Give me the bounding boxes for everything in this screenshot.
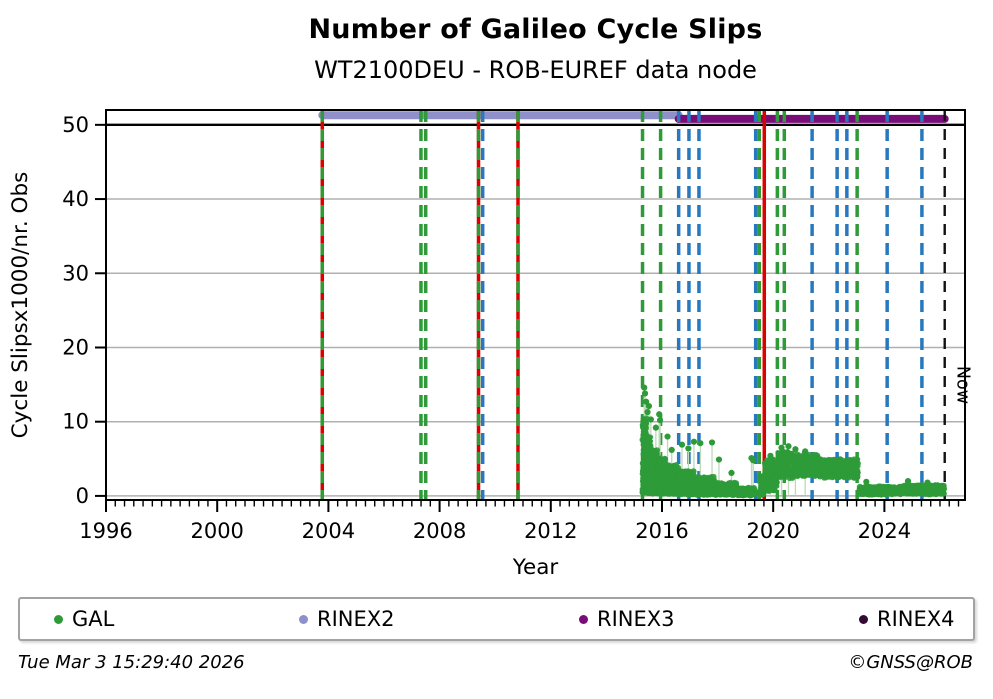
legend-label-rinex3: RINEX3 <box>597 607 675 631</box>
y-axis-label: Cycle Slipsx1000/nr. Obs <box>8 172 33 439</box>
legend: GAL RINEX2 RINEX3 RINEX4 <box>18 597 975 641</box>
plot-border <box>105 109 966 501</box>
gal-scatter-points <box>639 384 947 499</box>
x-axis-label: Year <box>512 555 559 580</box>
rinex3-dot-icon <box>579 614 588 624</box>
gridlines <box>106 198 965 497</box>
now-label: Now <box>953 366 973 404</box>
legend-item-gal: GAL <box>54 599 114 639</box>
legend-label-rinex2: RINEX2 <box>317 607 395 631</box>
x-axis-ticks <box>105 501 960 512</box>
legend-item-rinex2: RINEX2 <box>299 599 395 639</box>
green-event-lines <box>320 110 859 500</box>
rinex-bars <box>318 111 949 123</box>
legend-label-gal: GAL <box>72 607 115 631</box>
page-title: Number of Galileo Cycle Slips <box>308 14 763 45</box>
rinex2-dot-icon <box>299 614 308 624</box>
gal-dot-icon <box>54 614 63 624</box>
plot-timestamp: Tue Mar 3 15:29:40 2026 <box>18 652 245 673</box>
copyright-credit: ©GNSS@ROB <box>848 652 973 673</box>
y-axis-ticks <box>95 123 106 497</box>
rinex4-dot-icon <box>859 614 868 624</box>
legend-item-rinex3: RINEX3 <box>579 599 675 639</box>
legend-label-rinex4: RINEX4 <box>877 607 955 631</box>
x-tick-labels: 1996 2000 2004 2008 2012 2016 2020 2024 <box>79 519 911 543</box>
blue-event-lines <box>480 110 924 500</box>
legend-item-rinex4: RINEX4 <box>859 599 955 639</box>
page-subtitle: WT2100DEU - ROB-EUREF data node <box>314 56 757 84</box>
